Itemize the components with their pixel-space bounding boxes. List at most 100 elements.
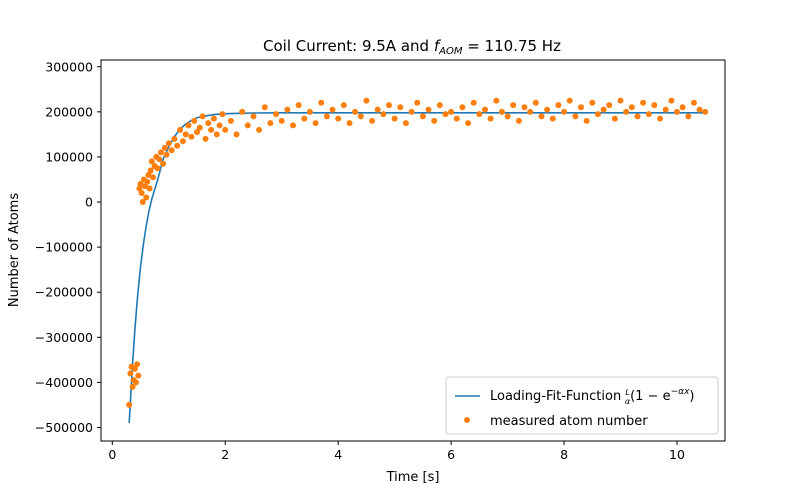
data-point — [301, 115, 308, 122]
chart-title: Coil Current: 9.5A and fAOM = 110.75 Hz — [263, 37, 561, 57]
plot-area-frame — [100, 59, 726, 442]
data-point — [205, 120, 212, 127]
data-point — [594, 111, 601, 118]
data-point — [161, 144, 168, 151]
data-point — [352, 108, 359, 115]
x-tick-label: 4 — [334, 447, 342, 462]
data-point — [346, 120, 353, 127]
data-point — [628, 104, 635, 111]
data-point — [208, 126, 215, 133]
data-point — [448, 108, 455, 115]
data-point — [182, 131, 189, 138]
data-point — [150, 174, 156, 181]
y-axis-ticks: −500000 −400000 −300000 −200000 −100000 0 1000… — [35, 59, 101, 435]
data-point — [126, 401, 133, 408]
data-point — [278, 117, 285, 124]
data-point — [696, 106, 703, 113]
chart-title-main: Coil Current: 9.5A and — [263, 37, 434, 55]
y-tick-label: −300000 — [35, 330, 93, 345]
data-point — [129, 383, 136, 390]
data-point — [146, 185, 153, 192]
data-point — [148, 158, 155, 165]
data-point — [340, 102, 347, 109]
data-point — [199, 113, 206, 120]
data-point — [144, 178, 151, 185]
data-point — [482, 106, 488, 113]
data-point — [566, 97, 573, 104]
data-point — [163, 151, 170, 158]
data-point — [139, 199, 146, 205]
x-tick-label: 0 — [108, 447, 116, 462]
data-point — [179, 138, 186, 145]
data-point — [589, 99, 596, 106]
x-tick-label: 6 — [447, 447, 455, 462]
data-point — [131, 365, 138, 372]
data-point — [470, 99, 477, 106]
y-tick-label: 200000 — [45, 104, 93, 119]
data-point — [431, 117, 438, 124]
data-point — [219, 111, 226, 118]
data-point — [135, 372, 142, 379]
data-point — [651, 102, 658, 109]
data-point — [363, 97, 370, 104]
data-point — [154, 165, 161, 172]
x-tick-label: 2 — [221, 447, 229, 462]
x-tick-label: 10 — [669, 447, 685, 462]
data-point — [136, 185, 143, 192]
data-point — [196, 124, 203, 131]
data-point — [436, 102, 443, 109]
data-point — [329, 106, 336, 113]
data-point — [323, 113, 330, 120]
chart-title-rest: = 110.75 Hz — [462, 37, 561, 55]
data-point — [679, 104, 686, 111]
data-point — [606, 102, 613, 109]
data-point — [157, 149, 164, 156]
data-point — [634, 113, 641, 120]
data-point — [194, 129, 200, 136]
y-tick-label: 100000 — [45, 149, 93, 164]
data-point — [174, 142, 181, 149]
y-tick-label: 0 — [85, 195, 93, 210]
data-point — [239, 108, 246, 115]
data-point — [137, 181, 144, 187]
data-point — [142, 183, 148, 190]
data-point — [578, 104, 584, 111]
legend-fit-frac-den: α — [625, 397, 631, 406]
y-tick-label: 300000 — [45, 59, 93, 74]
data-point — [419, 113, 426, 120]
chart-title-sub: AOM — [438, 46, 463, 57]
data-point — [538, 113, 545, 120]
data-point — [465, 120, 472, 127]
data-point — [188, 133, 195, 140]
data-point — [318, 99, 325, 106]
data-point — [202, 135, 209, 142]
data-point — [532, 99, 539, 106]
data-point — [369, 117, 376, 124]
data-point — [244, 122, 251, 129]
data-point — [397, 104, 404, 111]
data-point — [250, 113, 257, 120]
legend-fit-frac-num: L — [625, 388, 629, 397]
data-point — [191, 117, 198, 124]
data-point — [645, 111, 652, 118]
data-point — [459, 104, 466, 111]
data-point — [487, 115, 494, 122]
data-point — [168, 147, 175, 154]
data-point — [453, 115, 460, 122]
legend-scatter-marker — [464, 417, 470, 423]
data-point — [210, 115, 217, 122]
data-point — [600, 106, 607, 113]
data-point — [498, 108, 505, 115]
data-point — [674, 108, 680, 115]
chart-title-var: f — [434, 37, 442, 55]
data-point — [493, 97, 500, 104]
data-point — [306, 108, 313, 115]
data-point — [685, 113, 692, 120]
data-point — [611, 115, 618, 122]
data-point — [510, 102, 517, 109]
data-point — [544, 106, 551, 113]
x-tick-label: 8 — [560, 447, 568, 462]
data-point — [312, 120, 319, 127]
y-tick-label: −500000 — [35, 420, 93, 435]
